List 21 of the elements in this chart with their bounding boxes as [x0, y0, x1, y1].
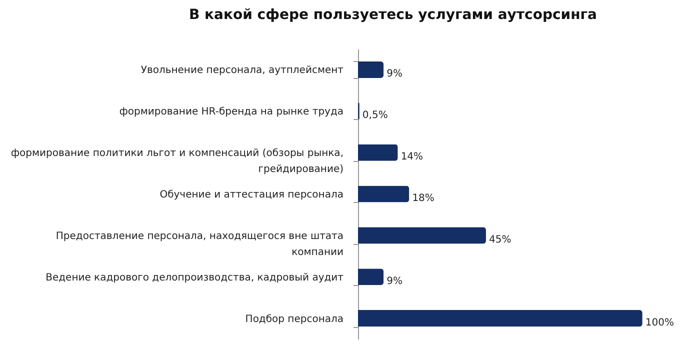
- y-tick-label: формирование политики льгот и компенсаций (обзоры рынка, грейдирование): [10, 148, 344, 176]
- chart-title: В какой сфере пользуетесь услугами аутсорсинга: [188, 7, 598, 23]
- data-label: 18%: [412, 193, 434, 204]
- data-label: 45%: [488, 234, 512, 246]
- bar: [358, 144, 398, 161]
- y-tick-label: Подбор персонала: [245, 314, 344, 325]
- bar: [358, 310, 642, 327]
- y-tick-label: Предоставление персонала, находящегося вне штата компании: [56, 230, 344, 258]
- data-label: 0,5%: [362, 110, 388, 122]
- bar: [358, 61, 384, 78]
- y-tick-label: Увольнение персонала, аутплейсмент: [140, 65, 344, 76]
- bar: [358, 268, 384, 286]
- y-tick-label: Обучение и аттестация персонала: [160, 190, 344, 200]
- bar: [358, 227, 486, 244]
- y-tick-label: формирование HR-бренда на рынке труда: [119, 106, 344, 118]
- data-label: 100%: [645, 317, 674, 328]
- data-label: 9%: [386, 68, 402, 80]
- y-tick-label: Ведение кадрового делопроизводства, кадровый аудит: [46, 272, 344, 284]
- data-label: 9%: [386, 276, 402, 287]
- bar: [358, 186, 410, 202]
- data-label: 14%: [400, 152, 424, 163]
